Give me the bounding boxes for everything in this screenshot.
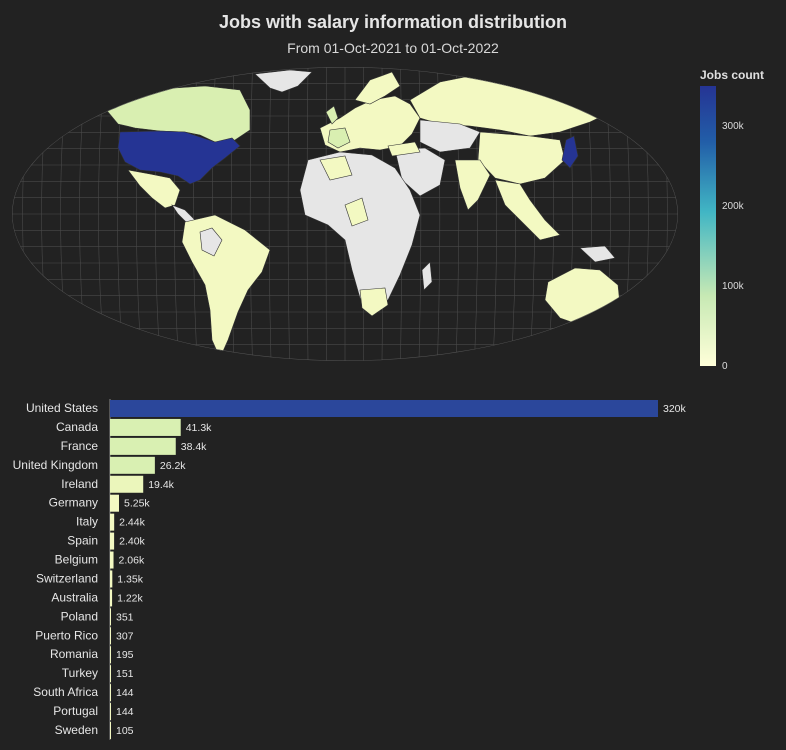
bar-category-label: Germany <box>49 496 98 510</box>
bar-data-label: 2.06k <box>119 555 145 567</box>
colorbar-gradient <box>700 86 716 366</box>
bar-category-label: Sweden <box>55 723 98 737</box>
bar[interactable] <box>110 721 111 739</box>
chart-subtitle: From 01-Oct-2021 to 01-Oct-2022 <box>287 40 499 56</box>
bar-data-label: 144 <box>116 687 134 699</box>
bar-category-label: Ireland <box>61 477 98 491</box>
world-map[interactable]: 0 100k 200k 300k <box>0 0 786 380</box>
country-turkey[interactable] <box>387 141 421 157</box>
bar-data-label: 41.3k <box>186 422 212 434</box>
bar-category-label: Turkey <box>62 666 98 680</box>
colorbar: 0 100k 200k 300k <box>700 86 745 372</box>
bar-data-label: 1.22k <box>117 592 143 604</box>
bar[interactable] <box>110 532 115 550</box>
graticule-meridian <box>249 67 253 361</box>
bar-data-label: 351 <box>116 611 134 623</box>
bar-data-label: 2.44k <box>119 517 145 529</box>
bar-category-label: Spain <box>67 534 98 548</box>
bar[interactable] <box>110 570 113 588</box>
country-united-kingdom[interactable] <box>325 105 339 125</box>
country-north-africa[interactable] <box>319 155 353 181</box>
bar-category-label: South Africa <box>33 685 98 699</box>
bar-category-label: Puerto Rico <box>35 628 98 642</box>
bar[interactable] <box>110 646 111 664</box>
bar[interactable] <box>110 608 111 626</box>
bar-data-label: 19.4k <box>148 479 174 491</box>
colorbar-title: Jobs count <box>700 68 765 82</box>
bar[interactable] <box>110 684 111 702</box>
country-papua[interactable] <box>579 245 616 263</box>
country-southeast-asia[interactable] <box>494 179 561 241</box>
country-scandinavia[interactable] <box>354 71 401 105</box>
bar-category-label: United States <box>26 401 98 415</box>
bar-data-label: 151 <box>116 668 134 680</box>
bar-category-label: Australia <box>51 590 98 604</box>
bar[interactable] <box>110 418 181 436</box>
bar-category-label: Belgium <box>55 553 98 567</box>
colorbar-tick-label: 0 <box>722 361 728 372</box>
country-mexico[interactable] <box>127 169 181 209</box>
bar-data-label: 195 <box>116 649 134 661</box>
bar-data-label: 2.40k <box>119 536 145 548</box>
bar[interactable] <box>110 494 119 512</box>
bar[interactable] <box>110 589 113 607</box>
bar[interactable] <box>110 400 658 417</box>
country-madagascar[interactable] <box>421 261 433 291</box>
bar-category-label: Italy <box>76 515 98 529</box>
bar[interactable] <box>110 551 114 569</box>
bar[interactable] <box>110 513 115 531</box>
chart-title: Jobs with salary information distributio… <box>218 12 568 32</box>
bar-category-label: Portugal <box>53 704 98 718</box>
colorbar-ticks: 0 100k 200k 300k <box>722 121 745 372</box>
bar-data-label: 105 <box>116 725 134 737</box>
graticule-meridian <box>287 67 290 361</box>
bar-category-label: Canada <box>56 420 98 434</box>
bar-data-label: 1.35k <box>117 573 143 585</box>
country-brazil-nodata[interactable] <box>199 227 223 257</box>
graticule-meridian <box>268 67 272 361</box>
bar[interactable] <box>110 437 176 455</box>
bar-series: United States 320k Canada 41.3k France 38.4k U… <box>13 399 687 740</box>
bar-data-label: 38.4k <box>181 441 207 453</box>
bar-category-label: France <box>61 439 99 453</box>
bar-category-label: United Kingdom <box>13 458 98 472</box>
bar-category-label: Switzerland <box>36 571 98 585</box>
bar-category-label: Romania <box>50 647 98 661</box>
bar[interactable] <box>110 475 144 493</box>
bar-data-label: 5.25k <box>124 498 150 510</box>
bar[interactable] <box>110 456 155 474</box>
country-west-africa[interactable] <box>344 197 369 227</box>
country-south-africa[interactable] <box>359 287 389 317</box>
bar-data-label: 144 <box>116 706 134 718</box>
country-central-asia-nodata[interactable] <box>419 119 481 153</box>
country-japan[interactable] <box>561 135 579 169</box>
country-india[interactable] <box>454 159 491 211</box>
colorbar-tick-label: 100k <box>722 281 745 292</box>
bar[interactable] <box>110 627 111 645</box>
bar-category-label: Poland <box>61 609 98 623</box>
bar-data-label: 26.2k <box>160 460 186 472</box>
country-africa[interactable] <box>299 151 421 316</box>
country-greenland[interactable] <box>254 69 313 93</box>
bar-data-label: 320k <box>663 403 687 415</box>
colorbar-tick-label: 300k <box>722 121 745 132</box>
bar[interactable] <box>110 703 111 721</box>
country-france[interactable] <box>327 127 351 149</box>
country-united-states[interactable] <box>117 130 241 185</box>
colorbar-tick-label: 200k <box>722 201 745 212</box>
bar[interactable] <box>110 665 111 683</box>
bar-data-label: 307 <box>116 630 134 642</box>
